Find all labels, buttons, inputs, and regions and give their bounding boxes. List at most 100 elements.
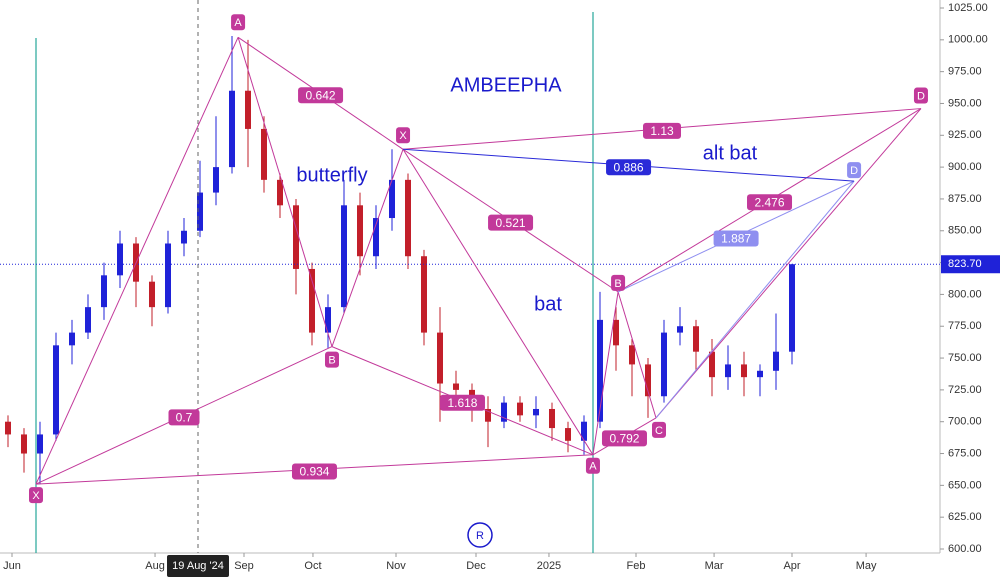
pattern-leg [592, 291, 619, 455]
candle-body [389, 179, 395, 219]
ratio-box [643, 122, 681, 139]
candle-body [5, 421, 11, 435]
candle-body [341, 205, 347, 308]
ratio-box [298, 87, 344, 104]
ratio-box [747, 194, 793, 211]
ratio-box [291, 463, 337, 480]
point-marker [396, 127, 411, 144]
pattern-annotation: alt bat [703, 142, 758, 164]
point-marker [325, 351, 339, 368]
x-tick-label: Apr [783, 560, 800, 572]
ratio-label: 1.13 [650, 124, 674, 138]
last-price-label: 823.70 [948, 258, 982, 270]
candle-body [325, 307, 331, 333]
candle-body [549, 408, 555, 429]
point-label: A [234, 17, 242, 29]
pattern-leg [655, 180, 855, 419]
point-label: D [917, 90, 925, 102]
x-tick-label: May [856, 560, 877, 572]
y-tick-label: 725.00 [948, 384, 982, 396]
candle-body [117, 243, 123, 276]
y-tick-label: 800.00 [948, 288, 982, 300]
y-tick-label: 1025.00 [948, 2, 988, 14]
y-tick-label: 700.00 [948, 416, 982, 428]
ratio-label: 1.887 [721, 232, 751, 246]
y-tick-label: 875.00 [948, 193, 982, 205]
candle-body [405, 179, 411, 257]
y-tick-label: 950.00 [948, 97, 982, 109]
point-label: A [589, 461, 597, 473]
badge[interactable] [467, 522, 493, 548]
candle-body [533, 408, 539, 416]
candle-body [773, 351, 779, 371]
candle-body [581, 421, 587, 441]
badge-text[interactable]: R [476, 530, 484, 542]
candle-body [789, 264, 795, 352]
candle-body [85, 307, 91, 333]
x-tick-label: 2025 [537, 560, 561, 572]
y-tick-label: 625.00 [948, 511, 982, 523]
candle-body [725, 364, 731, 378]
candle-body [709, 351, 715, 378]
candle-body [261, 128, 267, 180]
candle-body [149, 281, 155, 308]
ratio-box [606, 159, 652, 176]
point-marker [29, 487, 43, 504]
pattern-leg [35, 37, 239, 485]
candle-body [197, 192, 203, 231]
point-marker [231, 14, 246, 31]
pattern-annotation: bat [534, 293, 562, 315]
pattern-leg [331, 149, 404, 347]
y-tick-label: 975.00 [948, 66, 982, 78]
candle-body [453, 383, 459, 390]
point-marker [652, 421, 666, 438]
ratio-label: 0.934 [299, 465, 329, 479]
point-marker [913, 87, 928, 104]
y-tick-label: 775.00 [948, 320, 982, 332]
symbol-title: AMBEEPHA [450, 74, 562, 96]
candle-body [485, 408, 491, 422]
candle-body [437, 332, 443, 384]
point-marker [585, 457, 600, 474]
candle-body [693, 326, 699, 352]
point-label: D [850, 165, 858, 177]
point-label: B [328, 355, 335, 367]
y-tick-label: 600.00 [948, 543, 982, 555]
candle-body [229, 90, 235, 168]
ratio-label: 0.886 [614, 160, 644, 174]
candle-body [101, 275, 107, 308]
y-tick-label: 900.00 [948, 161, 982, 173]
pattern-leg [617, 291, 657, 419]
y-tick-label: 925.00 [948, 129, 982, 141]
ratio-box [439, 394, 485, 411]
x-tick-label: Aug [145, 560, 165, 572]
candle-body [181, 230, 187, 244]
candle-body [741, 364, 747, 378]
candle-body [309, 268, 315, 333]
candle-body [357, 205, 363, 257]
x-tick-label: Feb [627, 560, 646, 572]
candle-body [645, 364, 651, 397]
point-label: X [32, 490, 40, 502]
point-label: X [399, 130, 407, 142]
ratio-box [601, 430, 647, 447]
point-label: C [655, 425, 663, 437]
candle-body [501, 402, 507, 422]
candle-body [213, 167, 219, 193]
ratio-label: 0.792 [609, 432, 639, 446]
x-tick-label: Jun [3, 560, 21, 572]
candle-body [53, 345, 59, 435]
pattern-leg [655, 108, 922, 419]
ratio-label: 2.476 [755, 195, 785, 209]
crosshair-label: 19 Aug '24 [172, 560, 224, 572]
x-tick-label: Oct [304, 560, 321, 572]
ratio-label: 0.7 [176, 411, 193, 425]
ratio-box [713, 230, 759, 247]
candle-body [69, 332, 75, 346]
x-tick-label: Mar [705, 560, 724, 572]
last-price-box [941, 255, 1000, 274]
crosshair-box [167, 555, 229, 577]
ratio-label: 1.618 [447, 396, 477, 410]
